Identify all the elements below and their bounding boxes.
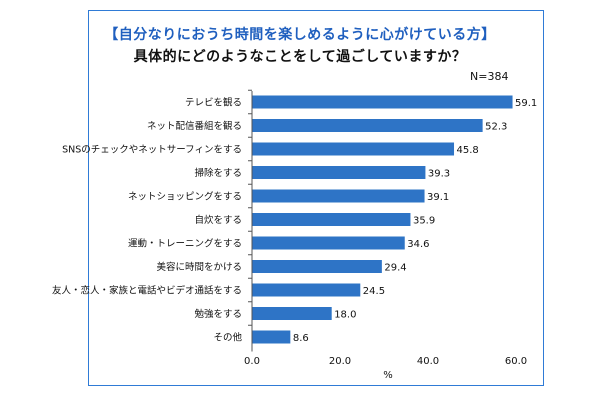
value-label: 24.5 <box>363 286 385 297</box>
category-label: 掃除をする <box>194 167 242 179</box>
category-label: 勉強をする <box>194 308 242 320</box>
category-label: ネット配信番組を観る <box>147 120 242 132</box>
sample-size-label: N=384 <box>470 70 509 83</box>
x-tick-label: 20.0 <box>329 356 351 367</box>
bar <box>252 166 426 179</box>
bar <box>252 213 411 226</box>
category-label: 自炊をする <box>194 214 242 226</box>
category-label: 友人・恋人・家族と電話やビデオ通話をする <box>52 285 242 297</box>
x-axis-label: % <box>383 370 393 381</box>
bar <box>252 330 291 344</box>
value-label: 39.3 <box>428 169 450 180</box>
category-label: 運動・トレーニングをする <box>128 238 242 250</box>
category-label: テレビを観る <box>185 97 242 109</box>
x-tick-label: 40.0 <box>417 356 439 367</box>
category-label: 美容に時間をかける <box>156 261 242 273</box>
bar <box>252 307 332 320</box>
value-label: 52.3 <box>485 122 507 133</box>
category-label: その他 <box>213 332 242 344</box>
chart-title-line1: 【自分なりにおうち時間を楽しめるように心がけている方】 <box>104 27 496 43</box>
value-label: 18.0 <box>334 310 356 321</box>
bar <box>252 95 513 109</box>
value-label: 35.9 <box>413 216 435 227</box>
category-label: SNSのチェックやネットサーフィンをする <box>62 145 242 156</box>
chart-title-line2: 具体的にどのようなことをして過ごしていますか？ <box>133 49 467 65</box>
x-tick-label: 0.0 <box>244 356 260 367</box>
value-label: 39.1 <box>427 192 449 203</box>
bar <box>252 283 361 297</box>
value-label: 34.6 <box>407 239 429 250</box>
x-tick-label: 60.0 <box>505 356 527 367</box>
category-label: ネットショッピングをする <box>128 191 242 203</box>
value-label: 29.4 <box>384 263 406 274</box>
bar <box>252 236 405 250</box>
bar <box>252 260 382 273</box>
value-label: 59.1 <box>515 98 537 109</box>
value-label: 8.6 <box>293 333 309 344</box>
bar <box>252 119 483 132</box>
bar <box>252 142 455 156</box>
value-label: 45.8 <box>457 145 479 156</box>
bar <box>252 189 425 203</box>
